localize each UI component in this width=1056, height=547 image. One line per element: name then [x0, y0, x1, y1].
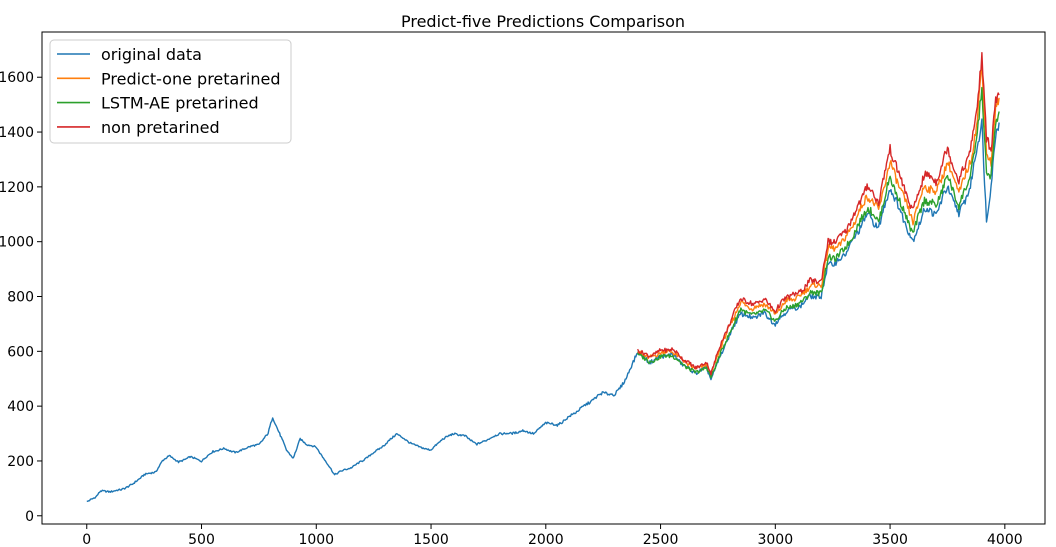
x-tick-label: 4000: [987, 532, 1023, 547]
legend-label: LSTM-AE pretarined: [101, 94, 259, 113]
x-tick-label: 0: [82, 532, 91, 547]
y-tick-label: 1400: [0, 125, 34, 141]
series-line-non-pretarined: [636, 52, 1000, 376]
y-tick-label: 0: [25, 509, 34, 525]
y-tick-label: 1600: [0, 70, 34, 86]
x-tick-label: 1500: [413, 532, 449, 547]
series-line-original-data: [86, 118, 1000, 503]
legend-label: non pretarined: [101, 118, 220, 137]
legend-label: original data: [101, 45, 202, 64]
x-axis: 0 500 1000 1500 2000 2500 3000 3500 4000: [82, 524, 1023, 547]
y-tick-label: 1200: [0, 180, 34, 196]
y-tick-label: 200: [7, 454, 34, 470]
x-tick-label: 3000: [757, 532, 793, 547]
y-axis: 0 200 400 600 800 1000 1200 1400 1600: [0, 70, 42, 525]
y-tick-label: 400: [7, 399, 34, 415]
x-tick-label: 1000: [298, 532, 334, 547]
y-tick-label: 800: [7, 290, 34, 306]
y-tick-label: 600: [7, 344, 34, 360]
legend-label: Predict-one pretarined: [101, 69, 281, 88]
plot-frame: [41, 31, 1046, 525]
x-tick-label: 500: [188, 532, 215, 547]
legend: original data Predict-one pretarined LSTM-…: [49, 39, 292, 144]
y-tick-label: 1000: [0, 235, 34, 251]
legend-box: [49, 39, 292, 144]
chart-title: Predict-five Predictions Comparison: [401, 12, 685, 31]
series-line-predict-one-pretarined: [637, 61, 1000, 375]
plot-lines: [86, 52, 1000, 503]
x-tick-label: 2000: [528, 532, 564, 547]
x-tick-label: 3500: [872, 532, 908, 547]
series-line-lstm-ae-pretarined: [636, 86, 1000, 379]
x-tick-label: 2500: [643, 532, 679, 547]
